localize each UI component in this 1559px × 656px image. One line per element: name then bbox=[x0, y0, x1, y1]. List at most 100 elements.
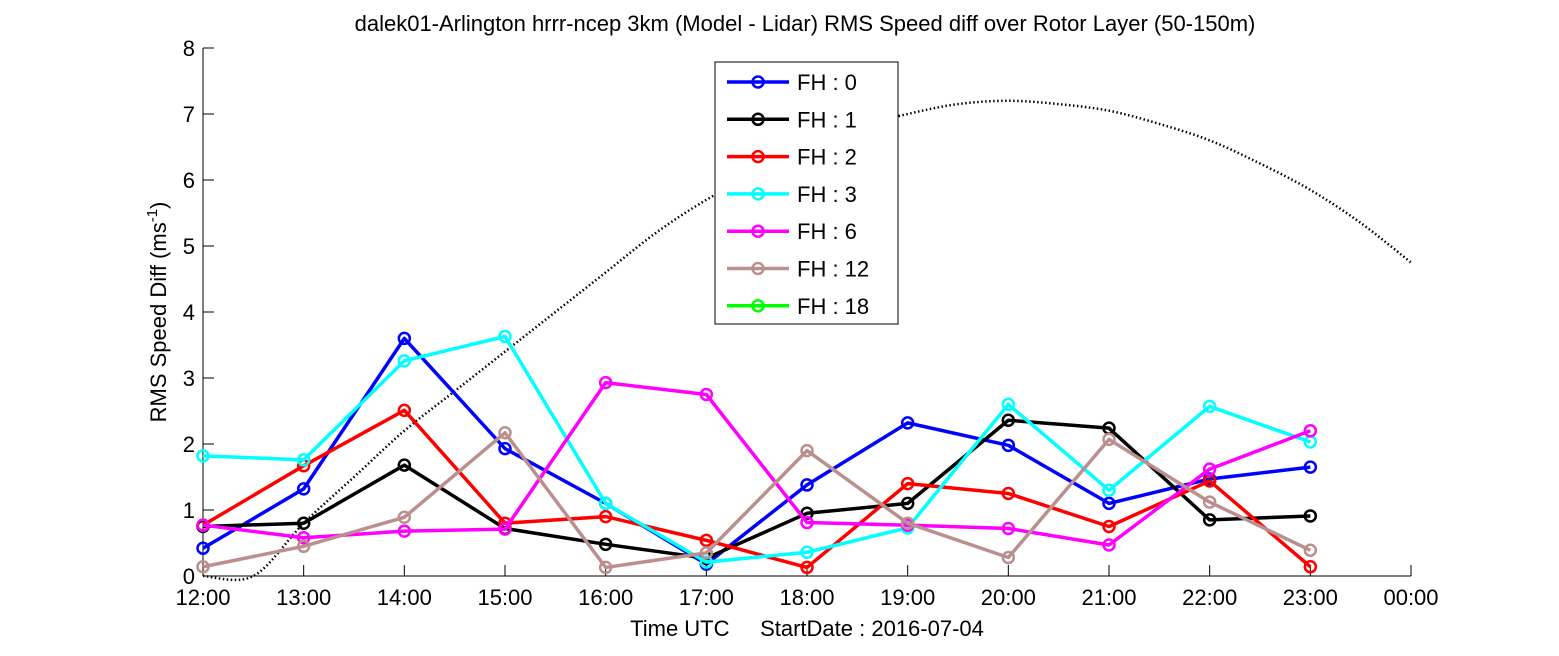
y-tick-label: 8 bbox=[183, 36, 195, 61]
x-tick-label: 20:00 bbox=[981, 585, 1036, 610]
data-point bbox=[598, 509, 613, 524]
data-point bbox=[196, 518, 210, 532]
data-point bbox=[900, 476, 915, 491]
x-tick-label: 19:00 bbox=[880, 585, 935, 610]
series-line bbox=[202, 431, 1312, 570]
legend-marker bbox=[751, 187, 765, 201]
data-point bbox=[1303, 424, 1318, 438]
y-axis-label: RMS Speed Diff (ms-1) bbox=[144, 202, 171, 423]
data-point bbox=[1202, 495, 1217, 509]
y-tick-label: 6 bbox=[183, 168, 195, 193]
x-tick-label: 21:00 bbox=[1081, 585, 1136, 610]
reference-curve-path bbox=[202, 99, 1412, 582]
series-line bbox=[202, 336, 1311, 566]
legend-marker bbox=[751, 261, 765, 276]
y-tick-label: 4 bbox=[183, 300, 195, 325]
data-point bbox=[296, 516, 311, 530]
legend-label: FH : 3 bbox=[797, 182, 857, 207]
data-point bbox=[397, 354, 412, 368]
series-5 bbox=[196, 426, 1318, 575]
x-tick-label: 15:00 bbox=[477, 585, 532, 610]
legend-marker bbox=[751, 224, 765, 238]
series-lines bbox=[196, 329, 1318, 575]
data-point bbox=[800, 560, 814, 575]
data-point bbox=[296, 482, 311, 496]
y-axis-label-close: ) bbox=[146, 202, 171, 209]
data-point bbox=[1001, 413, 1016, 427]
data-point bbox=[900, 496, 915, 511]
data-point bbox=[900, 416, 915, 430]
x-tick-label: 23:00 bbox=[1283, 585, 1338, 610]
legend-label: FH : 18 bbox=[797, 294, 869, 319]
legend-label: FH : 6 bbox=[797, 219, 857, 244]
data-point bbox=[1102, 483, 1116, 497]
reference-curve bbox=[202, 99, 1412, 582]
x-tick-label: 18:00 bbox=[779, 585, 834, 610]
data-point bbox=[1102, 519, 1116, 534]
series-line bbox=[202, 334, 1311, 564]
legend-marker bbox=[751, 75, 765, 89]
data-point bbox=[1001, 486, 1016, 501]
legend-marker bbox=[751, 149, 765, 164]
legend-label: FH : 1 bbox=[797, 107, 857, 132]
y-tick-label: 1 bbox=[183, 498, 195, 523]
data-point bbox=[598, 496, 613, 511]
data-point bbox=[1202, 462, 1217, 476]
data-point bbox=[800, 515, 814, 530]
data-point bbox=[498, 522, 512, 536]
data-point bbox=[397, 510, 412, 525]
legend-label: FH : 0 bbox=[797, 70, 857, 95]
y-tick-label: 2 bbox=[183, 432, 195, 457]
legend-label: FH : 2 bbox=[797, 145, 857, 170]
series-4 bbox=[196, 375, 1318, 552]
data-point bbox=[1303, 509, 1318, 523]
legend-marker bbox=[751, 112, 765, 127]
data-point bbox=[1001, 521, 1016, 536]
data-point bbox=[1303, 543, 1318, 558]
data-point bbox=[1202, 513, 1217, 527]
series-line bbox=[202, 418, 1311, 560]
data-point bbox=[699, 555, 714, 569]
data-point bbox=[1303, 560, 1318, 574]
y-tick-label: 7 bbox=[183, 102, 195, 127]
data-point bbox=[498, 329, 512, 344]
y-tick-label: 5 bbox=[183, 234, 195, 259]
data-point bbox=[800, 545, 814, 559]
data-point bbox=[598, 375, 613, 390]
data-point bbox=[800, 443, 814, 458]
data-point bbox=[1001, 438, 1016, 453]
x-axis-label: Time UTC StartDate : 2016-07-04 bbox=[630, 616, 984, 641]
data-point bbox=[1001, 550, 1016, 565]
x-tick-label: 13:00 bbox=[276, 585, 331, 610]
data-point bbox=[1102, 432, 1116, 447]
y-tick-label: 0 bbox=[183, 564, 195, 589]
chart-title: dalek01-Arlington hrrr-ncep 3km (Model -… bbox=[355, 11, 1256, 36]
x-tick-label: 16:00 bbox=[578, 585, 633, 610]
y-tick-label: 3 bbox=[183, 366, 195, 391]
x-tick-label: 00:00 bbox=[1383, 585, 1438, 610]
data-point bbox=[699, 533, 714, 548]
legend-marker bbox=[751, 299, 765, 313]
data-point bbox=[196, 541, 210, 556]
series-line bbox=[202, 408, 1312, 570]
data-point bbox=[196, 560, 210, 574]
x-axis-ticks: 12:00 13:00 14:00 15:00 16:00 17:00 18:00 19:00… bbox=[175, 565, 1439, 610]
data-point bbox=[598, 560, 613, 575]
data-point bbox=[196, 449, 210, 463]
data-point bbox=[397, 331, 412, 346]
data-point bbox=[800, 478, 814, 492]
data-point bbox=[1102, 496, 1116, 511]
y-axis-ticks: 0 1 2 3 4 5 6 7 8 bbox=[183, 36, 214, 589]
data-point bbox=[598, 537, 613, 552]
data-point bbox=[397, 403, 412, 418]
data-point bbox=[900, 516, 915, 530]
data-point bbox=[1303, 460, 1318, 474]
data-point bbox=[699, 546, 714, 560]
series-1 bbox=[196, 413, 1318, 565]
data-point bbox=[1001, 397, 1016, 412]
data-point bbox=[498, 426, 512, 440]
x-tick-label: 14:00 bbox=[377, 585, 432, 610]
data-point bbox=[296, 453, 311, 467]
data-point bbox=[397, 458, 412, 472]
